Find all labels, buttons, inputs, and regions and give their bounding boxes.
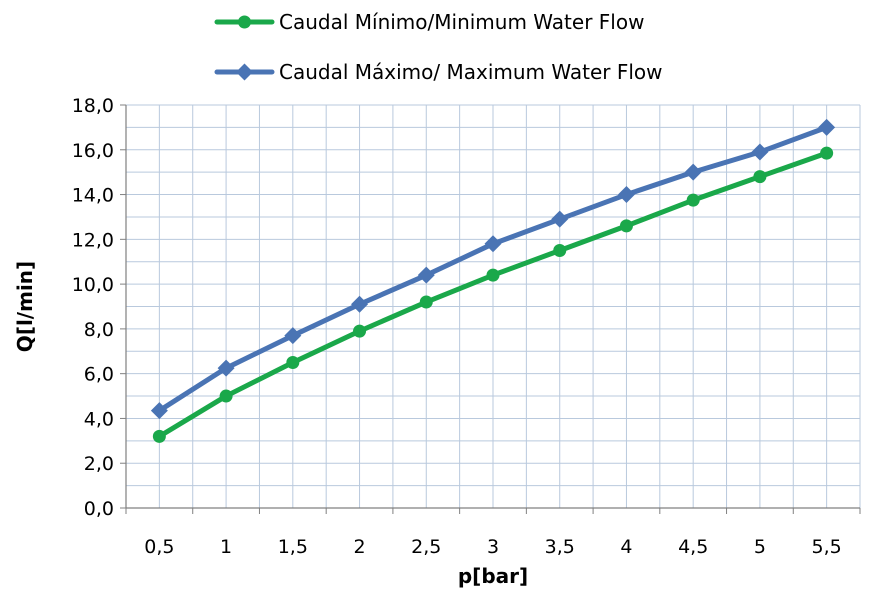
series-1-point [484,235,502,253]
series-1-point [551,210,569,228]
legend-label-0: Caudal Mínimo/Minimum Water Flow [279,10,644,34]
series-1-point [217,359,235,377]
y-tick-label: 14,0 [72,185,114,207]
legend-marker-1 [236,63,253,81]
series-0-point [353,324,367,338]
series-1-point [818,118,836,136]
series-0-point [152,429,166,443]
series-0-point [753,170,767,184]
series-0-point [820,146,834,160]
series-1-point [150,402,168,420]
legend-label-1: Caudal Máximo/ Maximum Water Flow [279,60,663,84]
y-tick-label: 10,0 [72,274,114,296]
x-tick-label: 0,5 [144,536,174,558]
series-1-point [351,295,369,313]
x-tick-label: 4,5 [678,536,708,558]
x-tick-label: 1 [220,536,232,558]
x-tick-label: 4 [620,536,632,558]
y-tick-label: 16,0 [72,140,114,162]
series-0-point [219,389,233,403]
series-0-point [686,193,700,207]
series-1-point [684,163,702,181]
y-axis-title: Q[l/min] [13,261,37,352]
x-tick-label: 2,5 [411,536,441,558]
series-1-point [284,327,302,345]
legend-marker-0 [238,15,251,29]
series-0-point [619,219,633,233]
series-0-point [286,355,300,369]
x-tick-label: 1,5 [278,536,308,558]
y-tick-label: 0,0 [84,498,114,520]
y-tick-label: 2,0 [84,453,114,475]
x-axis-title: p[bar] [458,564,528,588]
y-tick-label: 8,0 [84,319,114,341]
series-0-point [553,244,567,258]
y-tick-label: 12,0 [72,229,114,251]
series-0-point [486,268,500,282]
x-tick-label: 3 [487,536,499,558]
y-tick-label: 6,0 [84,364,114,386]
y-tick-label: 4,0 [84,408,114,430]
x-tick-label: 5 [754,536,766,558]
y-tick-label: 18,0 [72,95,114,117]
x-tick-label: 3,5 [545,536,575,558]
series-0-point [419,295,433,309]
x-tick-label: 5,5 [812,536,842,558]
series-1-point [751,143,769,161]
series-1-point [417,266,435,284]
series-1-point [617,186,635,204]
x-tick-label: 2 [353,536,365,558]
